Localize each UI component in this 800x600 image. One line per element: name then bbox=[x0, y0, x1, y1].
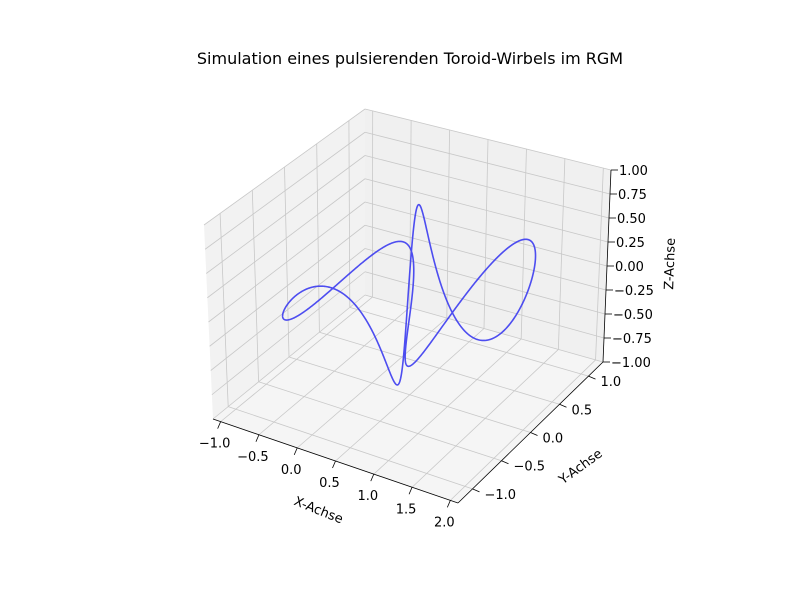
tick-labels: −1.0 −0.5 0.0 0.5 1.0 1.5 2.0 −1.0 −0.5 0.0 0.5 1.0… bbox=[199, 164, 654, 530]
chart-title: Simulation eines pulsierenden Toroid-Wir… bbox=[197, 49, 623, 68]
z-tick-label: 0.75 bbox=[618, 188, 647, 203]
y-tick-mark bbox=[501, 460, 509, 465]
y-tick-label: 1.0 bbox=[601, 375, 622, 390]
y-axis-label: Y-Achse bbox=[556, 447, 606, 489]
grid-z-back bbox=[364, 294, 604, 363]
z-tick-label: −0.50 bbox=[613, 308, 653, 323]
z-axis-label: Z-Achse bbox=[662, 238, 679, 290]
grid-y-floor bbox=[258, 381, 502, 462]
z-tick-label: 1.00 bbox=[619, 164, 648, 179]
grid-z-left bbox=[203, 108, 366, 226]
grid-z-back bbox=[364, 248, 606, 315]
grid-z-back bbox=[364, 131, 611, 195]
grid-z-back bbox=[364, 201, 608, 267]
x-tick-mark bbox=[446, 500, 451, 508]
x-tick-label: 0.0 bbox=[281, 463, 302, 478]
x-tick-mark bbox=[370, 473, 375, 482]
grid-z-left bbox=[207, 178, 366, 299]
grid-y-floor bbox=[288, 356, 531, 433]
z-tick-label: 0.25 bbox=[616, 236, 645, 251]
series-line-0 bbox=[281, 203, 537, 386]
y-tick-label: −1.0 bbox=[485, 488, 517, 503]
grid-z-back bbox=[364, 178, 609, 243]
x-tick-mark bbox=[293, 447, 298, 456]
y-tick-mark bbox=[472, 488, 480, 493]
z-tick-label: −0.75 bbox=[612, 332, 652, 347]
pane-floor bbox=[213, 295, 603, 503]
y-tick-label: −0.5 bbox=[514, 460, 546, 475]
grid-z-left bbox=[206, 155, 366, 274]
y-tick-label: 0.0 bbox=[543, 432, 564, 447]
y-tick-mark bbox=[588, 375, 596, 380]
y-tick-label: 0.5 bbox=[572, 403, 593, 418]
x-tick-label: −1.0 bbox=[199, 437, 231, 452]
grid-z-back bbox=[364, 271, 605, 339]
grid-y-floor bbox=[228, 406, 473, 490]
x-axis-label: X-Achse bbox=[292, 494, 345, 527]
grid-z-left bbox=[210, 248, 366, 371]
x-tick-mark bbox=[332, 460, 336, 469]
x-tick-mark bbox=[255, 434, 260, 442]
x-tick-mark bbox=[408, 487, 413, 495]
y-tick-mark bbox=[530, 432, 538, 436]
z-tick-label: 0.00 bbox=[615, 260, 644, 275]
grid-z-back bbox=[364, 155, 610, 219]
grid-y-floor bbox=[349, 307, 589, 377]
x-tick-mark bbox=[217, 421, 222, 429]
grid-z-left bbox=[204, 131, 366, 250]
grid-z-left bbox=[209, 224, 366, 347]
x-tick-label: 1.5 bbox=[396, 502, 417, 517]
grid-z-back bbox=[364, 224, 607, 291]
x-tick-label: 2.0 bbox=[434, 515, 455, 530]
grid-z-back bbox=[364, 108, 612, 171]
grid-z-left bbox=[212, 294, 366, 420]
x-tick-label: −0.5 bbox=[237, 450, 269, 465]
axis-panes bbox=[204, 109, 611, 503]
grid-lines bbox=[203, 108, 612, 501]
x-tick-label: 1.0 bbox=[357, 489, 378, 504]
z-tick-label: 0.50 bbox=[617, 212, 646, 227]
series-group bbox=[281, 203, 537, 386]
y-tick-mark bbox=[559, 403, 567, 408]
x-tick-label: 0.5 bbox=[319, 476, 340, 491]
grid-z-left bbox=[208, 201, 366, 323]
grid-y-floor bbox=[319, 331, 560, 405]
z-tick-label: −1.00 bbox=[611, 356, 651, 371]
z-tick-label: −0.25 bbox=[614, 284, 654, 299]
